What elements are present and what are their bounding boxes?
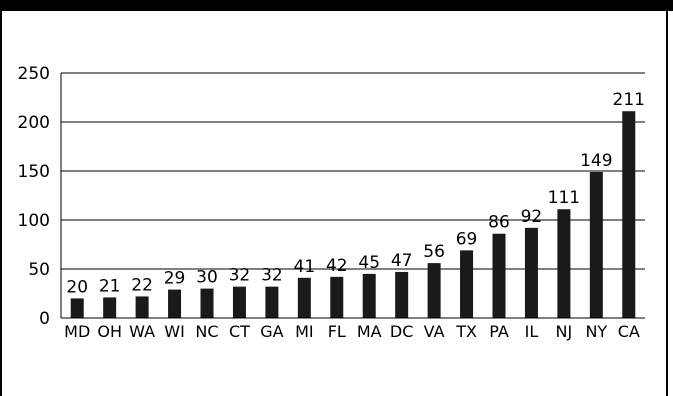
bar (427, 263, 441, 318)
x-tick-label: FL (328, 322, 346, 341)
gridlines (61, 72, 645, 270)
y-tick-label: 0 (39, 309, 50, 329)
x-tick-label: MD (64, 322, 90, 341)
data-label: 45 (358, 253, 380, 273)
x-tick-label: CT (229, 322, 250, 341)
top-bar (0, 0, 673, 11)
y-tick-label: 100 (18, 211, 50, 231)
data-label: 21 (99, 276, 121, 296)
data-label: 42 (326, 256, 348, 276)
bar (135, 296, 149, 318)
x-tick-label: OH (97, 322, 122, 341)
bar (168, 289, 182, 318)
data-label: 211 (613, 90, 645, 110)
x-tick-label: NC (195, 322, 218, 341)
data-label: 56 (423, 242, 445, 262)
bar (622, 111, 636, 318)
x-axis: MD OH WA WI NC CT GA MI FL MA DC VA TX PA IL NJ NY CA (61, 317, 645, 341)
data-label: 30 (196, 268, 218, 288)
x-tick-label: MI (295, 322, 314, 341)
bar (330, 276, 344, 318)
bar (524, 227, 538, 318)
bar (297, 277, 311, 318)
x-tick-label: CA (618, 322, 640, 341)
x-tick-label: NJ (556, 322, 573, 341)
data-label: 20 (66, 277, 88, 297)
x-tick-label: VA (424, 322, 445, 341)
y-tick-label: 250 (18, 64, 50, 84)
bar (265, 286, 279, 318)
data-label: 32 (261, 266, 283, 286)
x-tick-label: DC (390, 322, 414, 341)
bar (70, 298, 84, 318)
bar (200, 288, 214, 318)
x-tick-label: NY (585, 322, 607, 341)
y-tick-label: 50 (28, 260, 50, 280)
data-label: 149 (580, 151, 612, 171)
x-tick-label: WI (164, 322, 185, 341)
data-label: 47 (391, 251, 413, 271)
chart-frame (0, 11, 668, 396)
bar (460, 250, 474, 318)
y-tick-label: 150 (18, 162, 50, 182)
data-label: 69 (456, 229, 478, 249)
data-label: 86 (488, 213, 510, 233)
y-tick-label: 200 (18, 113, 50, 133)
x-tick-label: GA (260, 322, 283, 341)
data-label: 32 (229, 266, 251, 286)
data-label: 41 (294, 257, 316, 277)
x-tick-label: IL (525, 322, 539, 341)
bar (557, 209, 571, 318)
x-tick-label: MA (357, 322, 382, 341)
data-label: 111 (548, 188, 580, 208)
x-tick-label: TX (455, 322, 477, 341)
bar (232, 286, 246, 318)
bar (589, 171, 603, 318)
data-label: 29 (164, 269, 186, 289)
y-axis: 0 50 100 150 200 250 (18, 64, 62, 329)
data-label: 22 (131, 275, 153, 295)
bar (395, 271, 409, 318)
data-label: 92 (521, 207, 543, 227)
bar (103, 297, 117, 318)
x-tick-label: PA (489, 322, 509, 341)
bar (492, 233, 506, 318)
bar (362, 273, 376, 318)
x-tick-label: WA (129, 322, 155, 341)
bars (70, 111, 636, 318)
